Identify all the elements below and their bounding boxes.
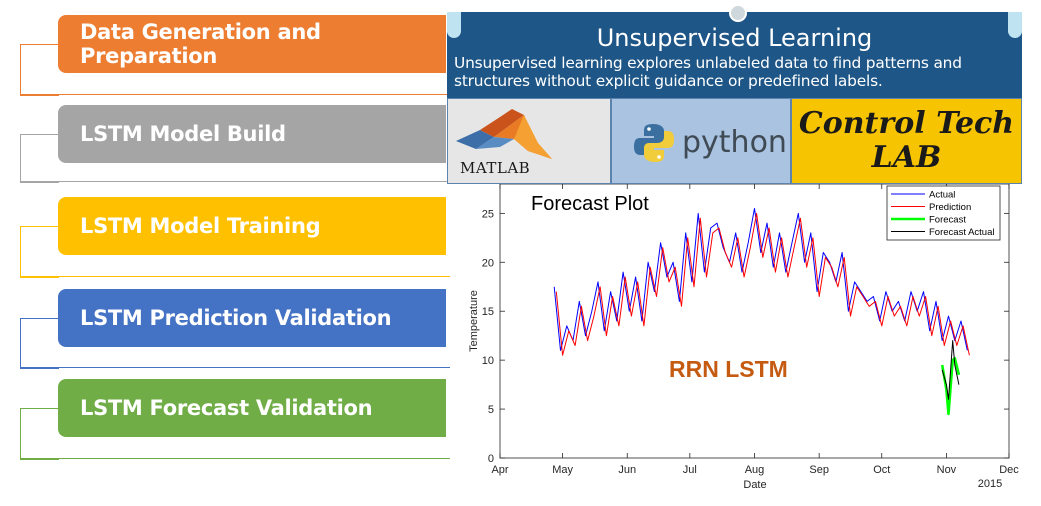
- control-tech-lab-logo: Control Tech LAB: [791, 98, 1022, 184]
- series-layer: [553, 208, 970, 416]
- x-tick-label: Oct: [873, 464, 890, 476]
- y-tick-label: 25: [482, 208, 494, 220]
- matlab-membrane-icon: [456, 109, 552, 159]
- matlab-logo: MATLAB: [447, 98, 611, 184]
- x-tick-label: May: [552, 464, 573, 476]
- step-model-build[interactable]: LSTM Model Build: [58, 105, 446, 163]
- x-tick-label: Jul: [683, 464, 697, 476]
- chart-overlay-label: RRN LSTM: [669, 356, 788, 382]
- step-forecast-validation[interactable]: LSTM Forecast Validation: [58, 379, 446, 437]
- step-underline-3: [20, 276, 450, 277]
- banner-corner-left: [447, 12, 461, 38]
- series-actual-line: [553, 208, 968, 351]
- step-prediction-validation[interactable]: LSTM Prediction Validation: [58, 289, 446, 347]
- unsupervised-learning-banner: Unsupervised Learning Unsupervised learn…: [447, 4, 1022, 98]
- series-prediction-line: [555, 212, 970, 356]
- y-axis: 0 5 10 15 20 25: [482, 208, 1009, 465]
- banner-corner-right: [1008, 12, 1022, 38]
- y-tick-label: 0: [488, 453, 494, 465]
- forecast-chart: 0 5 10 15 20 25 Apr May Jun Jul Aug Sep Oct Nov Dec F…: [447, 183, 1041, 501]
- step-model-training[interactable]: LSTM Model Training: [58, 197, 446, 255]
- step-underline-4: [20, 367, 450, 368]
- matlab-label: MATLAB: [460, 159, 531, 177]
- forecast-plot-svg: 0 5 10 15 20 25 Apr May Jun Jul Aug Sep Oct Nov Dec F…: [468, 183, 1019, 491]
- connector-3: [20, 226, 59, 278]
- pin-icon: [729, 4, 747, 22]
- connector-5: [20, 408, 59, 460]
- x-tick-label: Apr: [491, 464, 508, 476]
- legend-entry: Actual: [929, 190, 955, 201]
- python-snake-icon: [634, 124, 674, 162]
- chart-title: Forecast Plot: [531, 193, 649, 215]
- x-tick-label: Aug: [745, 464, 765, 476]
- y-tick-label: 20: [482, 257, 494, 269]
- control-tech-lab-text: LAB: [871, 140, 942, 175]
- x-tick-label: Jun: [618, 464, 636, 476]
- x-tick-label: Sep: [809, 464, 829, 476]
- banner-description: Unsupervised learning explores unlabeled…: [454, 54, 962, 90]
- connector-4: [20, 318, 59, 369]
- python-label: python: [682, 125, 787, 160]
- legend-entry: Forecast Actual: [929, 227, 994, 238]
- legend-entry: Forecast: [929, 215, 966, 226]
- series-forecast-line: [940, 356, 961, 416]
- y-tick-label: 15: [482, 306, 494, 318]
- x-tick-label: Dec: [999, 464, 1019, 476]
- legend-entry: Prediction: [929, 202, 971, 213]
- step-underline-1: [20, 94, 450, 95]
- series-forecast-actual-line: [941, 340, 960, 400]
- step-underline-5: [20, 458, 450, 459]
- connector-2: [20, 134, 59, 183]
- x-year-label: 2015: [978, 478, 1002, 490]
- y-tick-label: 5: [488, 404, 494, 416]
- x-axis-label: Date: [743, 479, 766, 491]
- banner-title: Unsupervised Learning: [596, 24, 873, 52]
- y-tick-label: 10: [482, 355, 494, 367]
- y-axis-label: Temperature: [468, 290, 480, 352]
- step-underline-2: [20, 181, 450, 182]
- x-tick-label: Nov: [937, 464, 957, 476]
- step-data-generation[interactable]: Data Generation and Preparation: [58, 15, 446, 73]
- x-axis: Apr May Jun Jul Aug Sep Oct Nov Dec: [491, 184, 1019, 476]
- control-tech-title: Control Tech: [798, 106, 1015, 141]
- connector-1: [20, 44, 59, 96]
- python-logo: python: [611, 98, 791, 184]
